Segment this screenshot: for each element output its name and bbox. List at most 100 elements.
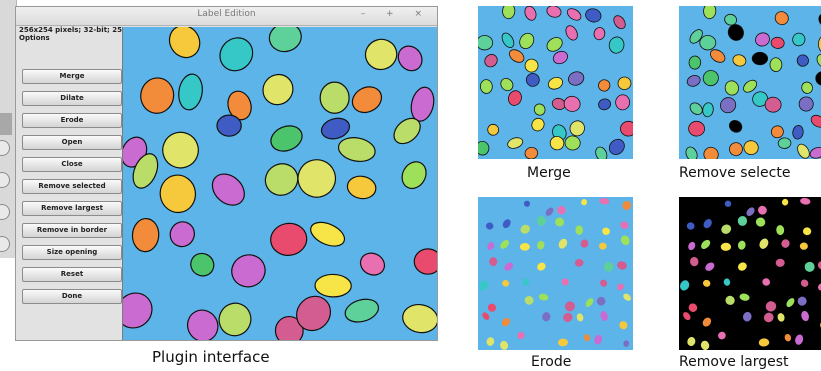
label-blob <box>700 340 710 350</box>
label-blob <box>397 45 423 72</box>
label-blob <box>524 146 539 159</box>
label-blob <box>742 311 752 322</box>
label-blob <box>359 252 386 276</box>
label-blob <box>776 225 785 236</box>
label-blob <box>800 197 811 205</box>
image-background <box>478 197 633 350</box>
label-blob <box>702 70 719 87</box>
label-blob <box>818 13 821 27</box>
size-opening-button[interactable]: Size opening <box>22 245 122 260</box>
label-blob <box>758 205 767 215</box>
window-titlebar[interactable]: Label Edition – + × <box>16 7 437 26</box>
window-title: Label Edition <box>197 9 256 19</box>
window-controls[interactable]: – + × <box>360 9 431 19</box>
label-blob <box>500 340 509 350</box>
label-blob <box>686 222 695 230</box>
label-blob <box>723 278 731 286</box>
label-blob <box>524 58 539 73</box>
label-blob <box>743 140 759 156</box>
circle-button-icon[interactable] <box>0 204 10 220</box>
label-blob <box>593 27 606 41</box>
label-blob <box>781 198 789 206</box>
label-blob <box>538 293 549 301</box>
remove-in-border-button[interactable]: Remove in border <box>22 223 122 238</box>
label-blob <box>482 312 490 320</box>
label-blob <box>227 90 252 121</box>
label-blob <box>752 91 769 107</box>
label-blob <box>792 32 806 47</box>
label-blob <box>598 79 611 92</box>
label-blob <box>190 252 215 277</box>
done-button[interactable]: Done <box>22 289 122 304</box>
label-blob <box>817 261 821 270</box>
remove-largest-blobs <box>679 197 821 350</box>
erode-button[interactable]: Erode <box>22 113 122 128</box>
label-blob <box>484 54 498 68</box>
merge-button[interactable]: Merge <box>22 69 122 84</box>
label-blob <box>344 298 380 323</box>
open-button[interactable]: Open <box>22 135 122 150</box>
label-blob <box>737 262 747 271</box>
label-blob <box>563 312 573 323</box>
circle-button-icon[interactable] <box>0 236 10 252</box>
label-blob <box>816 53 821 68</box>
label-blob <box>568 71 585 86</box>
label-edition-window: Label Edition – + × 256x254 pixels; 32-b… <box>15 6 438 341</box>
label-blob <box>270 125 303 152</box>
label-blob <box>619 321 628 330</box>
label-blob <box>320 117 351 140</box>
circle-button-icon[interactable] <box>0 172 10 188</box>
label-blob <box>702 102 714 118</box>
label-blob <box>536 216 546 226</box>
label-blob <box>487 303 497 312</box>
label-blob <box>798 96 814 112</box>
close-button[interactable]: Close <box>22 157 122 172</box>
label-blob <box>603 262 614 272</box>
label-blob <box>725 295 735 305</box>
label-blob <box>784 333 792 342</box>
circle-button-icon[interactable] <box>0 140 10 156</box>
label-blob <box>703 219 712 229</box>
label-blob <box>546 6 562 18</box>
label-blob <box>508 90 522 106</box>
label-blob <box>542 312 551 322</box>
label-blob <box>569 120 585 137</box>
label-blob <box>608 36 625 54</box>
label-blob <box>486 337 495 346</box>
label-blob <box>620 235 630 246</box>
label-blob <box>737 240 746 250</box>
label-blob <box>724 200 732 207</box>
label-blob <box>710 49 726 63</box>
remove-selected-button[interactable]: Remove selected <box>22 179 122 194</box>
label-blob <box>218 302 252 337</box>
label-blob <box>346 175 377 200</box>
label-blob <box>687 337 696 347</box>
label-blob <box>178 73 203 111</box>
label-blob <box>680 280 690 291</box>
label-blob <box>545 207 554 216</box>
label-blob <box>595 146 608 159</box>
label-blob <box>219 37 254 72</box>
merge-result-image <box>478 6 633 159</box>
label-blob <box>401 161 427 190</box>
label-blob <box>688 241 696 251</box>
label-blob <box>555 217 565 227</box>
label-blob <box>159 174 197 214</box>
label-blob <box>485 222 494 230</box>
label-blob <box>758 338 770 347</box>
label-blob <box>314 273 352 298</box>
label-blob <box>620 221 629 229</box>
label-blob <box>575 225 583 235</box>
label-blob <box>576 313 584 322</box>
side-tab[interactable] <box>0 113 12 135</box>
reset-button[interactable]: Reset <box>22 267 122 282</box>
label-blob <box>818 283 821 291</box>
label-blob <box>519 32 535 50</box>
remove-selected-blobs <box>679 6 821 159</box>
remove-largest-button[interactable]: Remove largest <box>22 201 122 216</box>
label-blob <box>721 224 732 234</box>
label-image-canvas[interactable] <box>122 27 437 340</box>
label-blob <box>507 137 524 149</box>
dilate-button[interactable]: Dilate <box>22 91 122 106</box>
label-blob <box>502 219 511 229</box>
